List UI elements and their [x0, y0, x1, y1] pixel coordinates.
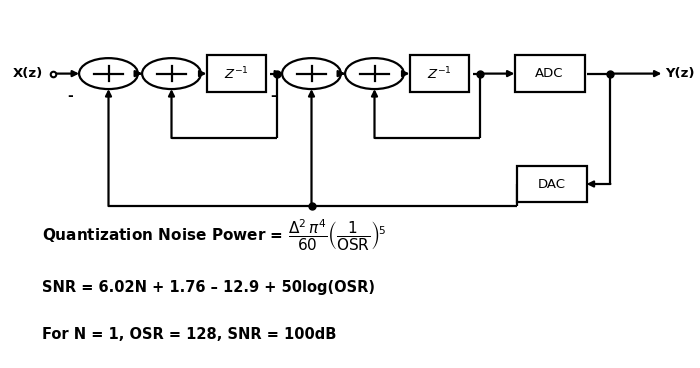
FancyBboxPatch shape	[410, 55, 469, 92]
Text: SNR = 6.02N + 1.76 – 12.9 + 50log(OSR): SNR = 6.02N + 1.76 – 12.9 + 50log(OSR)	[42, 280, 375, 294]
Text: Quantization Noise Power = $\dfrac{\Delta^2\,\pi^4}{60}\left(\dfrac{1}{\mathrm{O: Quantization Noise Power = $\dfrac{\Delt…	[42, 218, 386, 253]
Text: ADC: ADC	[536, 67, 564, 80]
Text: $Z^{-1}$: $Z^{-1}$	[427, 65, 452, 82]
Text: X(z): X(z)	[13, 67, 43, 80]
FancyBboxPatch shape	[206, 55, 266, 92]
FancyBboxPatch shape	[514, 55, 584, 92]
Text: -: -	[67, 89, 73, 103]
Text: $Z^{-1}$: $Z^{-1}$	[224, 65, 248, 82]
FancyBboxPatch shape	[517, 166, 587, 202]
Text: DAC: DAC	[538, 177, 566, 191]
Text: -: -	[270, 89, 276, 103]
Text: Y(z): Y(z)	[665, 67, 694, 80]
Text: For N = 1, OSR = 128, SNR = 100dB: For N = 1, OSR = 128, SNR = 100dB	[42, 328, 337, 342]
